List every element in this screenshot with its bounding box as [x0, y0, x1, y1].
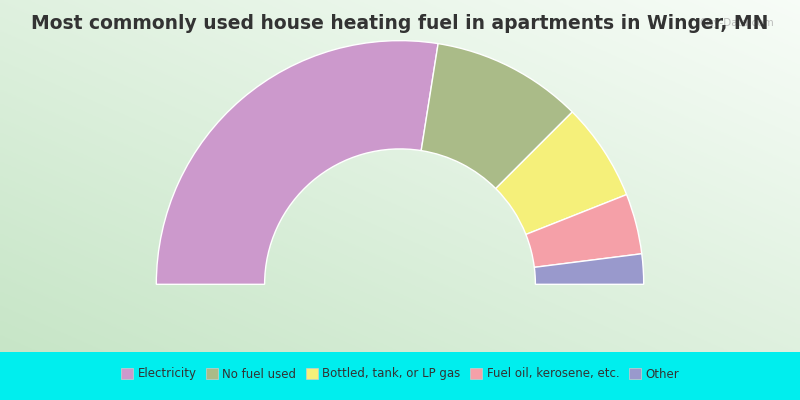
Wedge shape: [526, 194, 642, 267]
Wedge shape: [421, 44, 572, 188]
Text: City-Data.com: City-Data.com: [699, 18, 774, 28]
Wedge shape: [496, 112, 626, 234]
Text: Most commonly used house heating fuel in apartments in Winger, MN: Most commonly used house heating fuel in…: [31, 14, 769, 33]
Wedge shape: [534, 254, 644, 284]
Legend: Electricity, No fuel used, Bottled, tank, or LP gas, Fuel oil, kerosene, etc., O: Electricity, No fuel used, Bottled, tank…: [118, 365, 682, 383]
Wedge shape: [156, 41, 438, 284]
